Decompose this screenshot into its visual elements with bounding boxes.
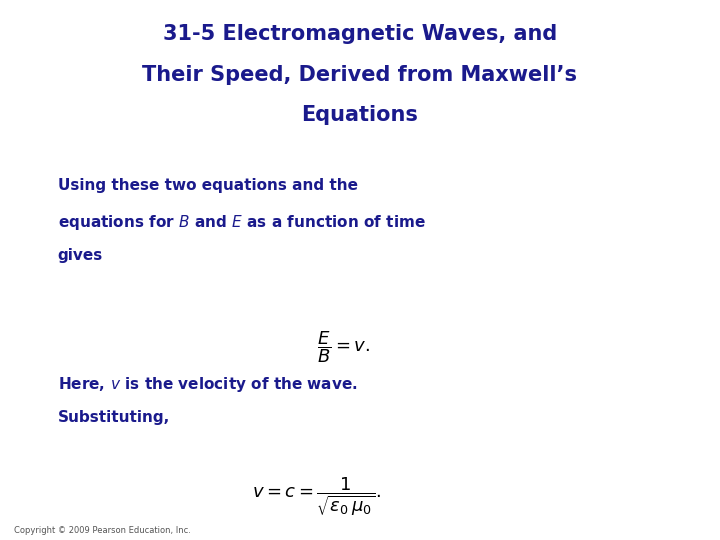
- Text: Using these two equations and the: Using these two equations and the: [58, 178, 358, 193]
- Text: gives: gives: [58, 248, 103, 264]
- Text: Their Speed, Derived from Maxwell’s: Their Speed, Derived from Maxwell’s: [143, 65, 577, 85]
- Text: Copyright © 2009 Pearson Education, Inc.: Copyright © 2009 Pearson Education, Inc.: [14, 525, 192, 535]
- Text: 31-5 Electromagnetic Waves, and: 31-5 Electromagnetic Waves, and: [163, 24, 557, 44]
- Text: equations for $\mathit{B}$ and $\mathit{E}$ as a function of time: equations for $\mathit{B}$ and $\mathit{…: [58, 213, 426, 232]
- Text: Here, $\mathit{v}$ is the velocity of the wave.: Here, $\mathit{v}$ is the velocity of th…: [58, 375, 357, 394]
- Text: $\dfrac{E}{B} = v.$: $\dfrac{E}{B} = v.$: [317, 329, 370, 365]
- Text: $v = c = \dfrac{1}{\sqrt{\epsilon_0\,\mu_0}}.$: $v = c = \dfrac{1}{\sqrt{\epsilon_0\,\mu…: [252, 475, 382, 518]
- Text: Equations: Equations: [302, 105, 418, 125]
- Text: Substituting,: Substituting,: [58, 410, 170, 426]
